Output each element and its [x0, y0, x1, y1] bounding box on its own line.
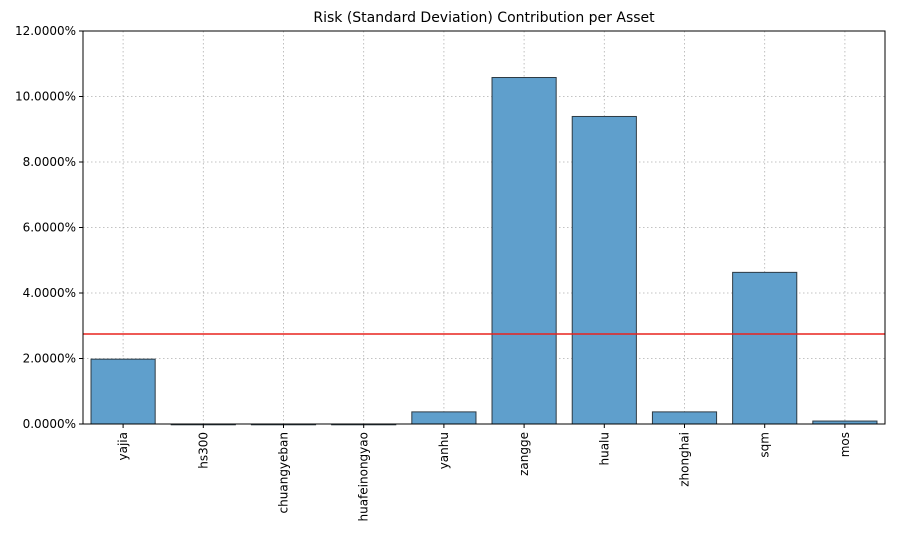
x-tick-label-hs300: hs300	[196, 432, 210, 469]
y-tick-label: 8.0000%	[23, 155, 76, 169]
chart-title: Risk (Standard Deviation) Contribution p…	[313, 10, 655, 26]
y-axis: 0.0000% 2.0000% 4.0000% 6.0000% 8.0000% 10.00…	[15, 24, 83, 431]
y-tick-label: 4.0000%	[23, 286, 76, 300]
y-tick-label: 10.0000%	[15, 90, 76, 104]
x-tick-label-yanhu: yanhu	[437, 432, 451, 469]
x-axis: yajia hs300 chuangyeban huafeinongyao yanhu z…	[116, 424, 852, 521]
x-tick-label-zhonghai: zhonghai	[678, 432, 692, 487]
x-tick-label-zangge: zangge	[517, 432, 531, 476]
x-tick-label-chuangyeban: chuangyeban	[277, 432, 291, 513]
bar-hualu	[571, 115, 637, 425]
bar-zangge	[491, 77, 557, 425]
x-tick-label-mos: mos	[838, 432, 852, 457]
y-tick-label: 12.0000%	[15, 24, 76, 38]
bar-yajia	[90, 358, 156, 425]
x-tick-label-hualu: hualu	[597, 432, 611, 466]
bar-zhonghai	[651, 411, 718, 425]
y-tick-label: 2.0000%	[23, 352, 76, 366]
x-tick-label-huafeinongyao: huafeinongyao	[357, 432, 371, 521]
bars	[90, 77, 878, 426]
bar-yanhu	[411, 411, 477, 425]
bar-sqm	[732, 271, 798, 425]
x-tick-label-sqm: sqm	[758, 432, 772, 458]
y-tick-label: 0.0000%	[23, 417, 76, 431]
x-tick-label-yajia: yajia	[116, 432, 130, 460]
y-tick-label: 6.0000%	[23, 221, 76, 235]
